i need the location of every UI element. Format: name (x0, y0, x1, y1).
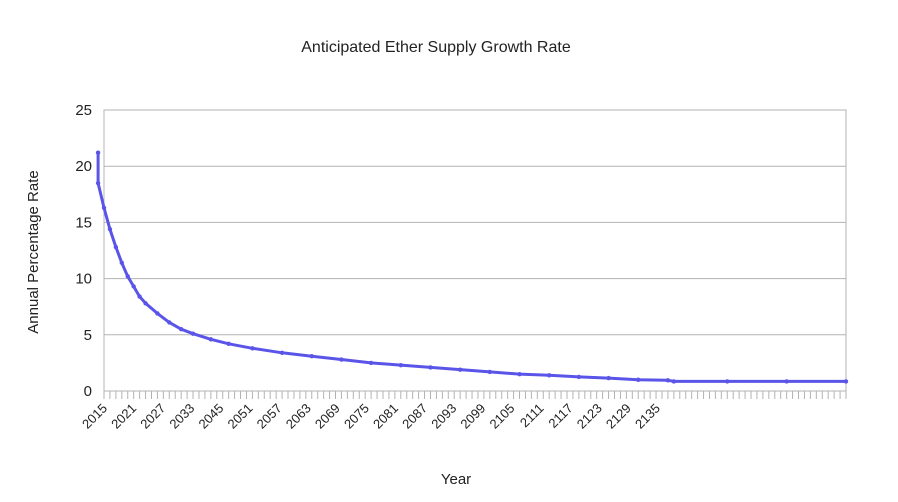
data-point (428, 365, 433, 370)
data-point (665, 378, 671, 383)
x-tick-label: 2033 (166, 401, 197, 432)
y-tick-label: 10 (75, 271, 92, 288)
data-point (131, 284, 136, 289)
x-axis: 2015202120272033204520512057206320692075… (79, 391, 847, 432)
x-tick-label: 2015 (79, 401, 110, 432)
x-tick-label: 2069 (312, 401, 343, 432)
data-point (339, 357, 344, 362)
series-points (95, 150, 849, 384)
data-point (137, 294, 142, 299)
data-point (368, 360, 374, 366)
x-tick-label: 2087 (399, 401, 430, 432)
data-point (279, 350, 285, 355)
data-point (101, 205, 107, 210)
x-tick-label: 2129 (603, 401, 634, 432)
data-point (125, 274, 130, 279)
x-tick-label: 2045 (195, 401, 226, 432)
data-point (487, 369, 493, 375)
data-point (784, 379, 789, 384)
y-tick-label: 25 (75, 102, 92, 119)
data-point (671, 379, 677, 384)
x-tick-label: 2051 (225, 401, 256, 432)
x-tick-label: 2117 (545, 401, 575, 431)
x-tick-label: 2027 (137, 401, 168, 432)
x-tick-label: 2105 (486, 401, 517, 432)
data-point (119, 260, 125, 266)
data-point (95, 150, 101, 155)
data-point (107, 226, 113, 232)
x-tick-label: 2021 (108, 401, 139, 432)
data-point (208, 337, 214, 342)
y-axis: 0 5 10 15 20 25 (75, 102, 92, 400)
x-tick-label: 2111 (517, 401, 547, 431)
chart-title: Anticipated Ether Supply Growth Rate (301, 39, 571, 56)
x-tick-label: 2099 (457, 401, 488, 432)
x-tick-label: 2057 (254, 401, 285, 432)
data-point (167, 320, 172, 325)
data-point (636, 377, 641, 382)
data-point (398, 362, 403, 368)
grid (104, 109, 846, 392)
plot-area (103, 109, 847, 392)
y-tick-label: 5 (84, 327, 92, 344)
x-tick-label: 2081 (370, 401, 401, 432)
x-axis-label: Year (441, 471, 471, 488)
data-point (143, 301, 148, 306)
data-point (547, 373, 552, 378)
x-tick-label: 2135 (632, 401, 663, 432)
y-tick-label: 15 (75, 214, 92, 231)
data-point (309, 353, 314, 359)
y-axis-label: Annual Percentage Rate (25, 170, 42, 333)
data-point (226, 341, 231, 346)
data-point (725, 379, 730, 384)
y-tick-label: 0 (84, 383, 92, 400)
data-point (576, 374, 582, 380)
data-point (457, 367, 463, 372)
data-point (843, 379, 849, 384)
x-tick-label: 2063 (283, 401, 314, 432)
x-tick-label: 2123 (574, 401, 605, 432)
data-point (178, 326, 184, 332)
data-point (606, 375, 611, 381)
data-point (517, 371, 522, 377)
data-point (250, 346, 255, 351)
data-point (113, 244, 119, 250)
series-line (96, 151, 848, 383)
x-tick-label: 2075 (341, 401, 372, 432)
y-tick-label: 20 (75, 158, 92, 175)
data-point (190, 331, 196, 336)
x-tick-label: 2093 (428, 401, 459, 432)
data-point (95, 180, 101, 186)
data-point (155, 311, 160, 316)
